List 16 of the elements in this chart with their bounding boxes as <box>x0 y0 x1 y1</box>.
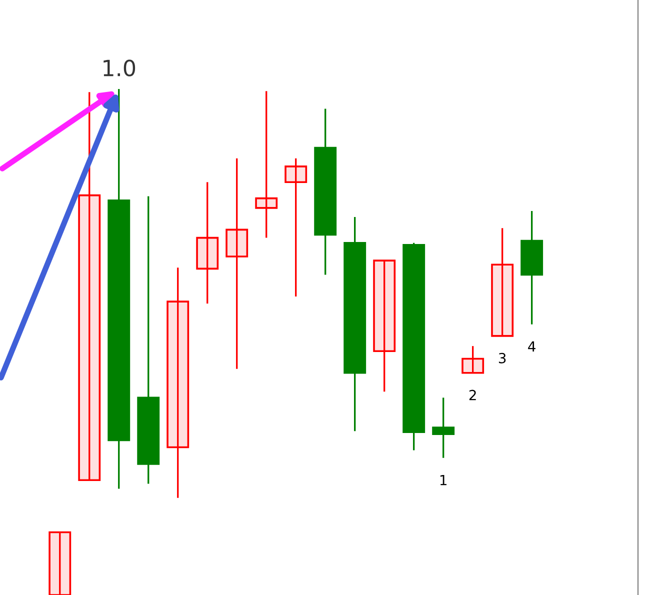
annotation: 2 <box>469 390 476 400</box>
candlestick <box>48 531 72 595</box>
candlestick <box>166 266 190 499</box>
candlestick <box>284 158 308 298</box>
candlestick <box>462 345 484 374</box>
candlestick <box>432 396 455 459</box>
annotation: 1 <box>440 474 446 486</box>
annotation: 1.0 <box>104 60 136 76</box>
annotation: 4 <box>528 341 536 352</box>
candlestick <box>196 181 219 304</box>
candlestick <box>373 260 396 392</box>
candlestick <box>226 158 248 370</box>
candlestick <box>491 227 514 337</box>
candlestick <box>255 90 278 239</box>
annotation: 3 <box>498 352 506 364</box>
candlestick <box>78 91 101 482</box>
